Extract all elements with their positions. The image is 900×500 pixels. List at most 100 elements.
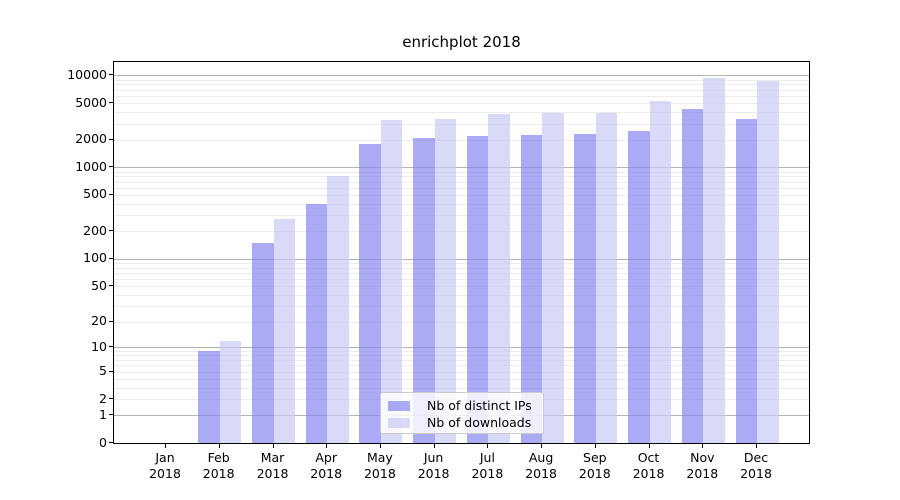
- gridline-minor: [114, 365, 809, 367]
- y-tick-mark: [109, 320, 113, 322]
- gridline-major: [114, 75, 809, 77]
- y-tick-label: 2000: [75, 131, 107, 147]
- y-tick-mark: [109, 230, 113, 232]
- bar-may-downloads: [380, 120, 403, 443]
- gridline-minor: [114, 84, 809, 86]
- x-axis: Jan 2018 Feb 2018 Mar 2018 Apr 2018 May 2018…: [113, 450, 810, 490]
- bar-nov-distinct-ips: [681, 108, 704, 443]
- gridline-minor: [114, 103, 809, 105]
- bar-sep-downloads: [595, 112, 618, 443]
- gridline-minor: [114, 79, 809, 81]
- bar-oct-distinct-ips: [628, 130, 650, 443]
- gridline-minor: [114, 321, 809, 323]
- gridline-minor: [114, 351, 809, 353]
- gridline-minor: [114, 123, 809, 125]
- bar-jul-distinct-ips: [466, 136, 489, 443]
- bar-aug-downloads: [542, 113, 564, 443]
- bar-apr-distinct-ips: [305, 203, 328, 443]
- x-tick-mark: [702, 444, 704, 448]
- y-tick-label: 20: [91, 313, 107, 328]
- bar-feb-downloads: [219, 340, 242, 443]
- gridline-minor: [114, 194, 809, 196]
- x-tick-label-nov: Nov 2018: [686, 450, 719, 481]
- y-tick-label: 1000: [75, 158, 107, 174]
- legend-item-downloads: Nb of downloads: [388, 414, 536, 431]
- legend-swatch-distinct-ips-icon: [388, 400, 410, 411]
- y-tick-mark: [109, 257, 113, 259]
- x-axis-ticks: [113, 444, 810, 449]
- x-tick-mark: [541, 444, 543, 448]
- gridline-minor: [114, 294, 809, 296]
- x-tick-mark: [379, 444, 381, 448]
- x-tick-label-mar: Mar 2018: [256, 450, 289, 481]
- bar-aug-distinct-ips: [520, 134, 543, 443]
- gridline-major: [114, 347, 809, 349]
- x-tick-mark: [165, 444, 166, 448]
- x-tick-mark: [272, 444, 274, 448]
- y-tick-mark: [109, 398, 113, 400]
- gridline-minor: [114, 371, 809, 373]
- x-tick-label-apr: Apr 2018: [310, 450, 343, 481]
- gridline-minor: [114, 139, 809, 141]
- bar-mar-distinct-ips: [252, 242, 274, 443]
- gridline-minor: [114, 355, 809, 357]
- plot-area: [113, 61, 810, 444]
- gridline-minor: [114, 112, 809, 113]
- x-tick-mark: [648, 444, 650, 448]
- y-tick-mark: [109, 138, 113, 140]
- bar-dec-downloads: [757, 80, 779, 443]
- y-tick-mark: [109, 193, 113, 195]
- x-tick-label-feb: Feb 2018: [202, 450, 235, 481]
- gridline-minor: [114, 378, 809, 380]
- x-tick-label-may: May 2018: [363, 450, 396, 481]
- bar-sep-distinct-ips: [574, 133, 596, 443]
- gridline-major: [114, 258, 809, 260]
- bar-jun-downloads: [434, 118, 457, 443]
- y-tick-label: 5000: [75, 94, 107, 110]
- y-tick-label: 10000: [67, 66, 107, 82]
- y-tick-label: 1: [99, 406, 107, 422]
- legend-label-downloads: Nb of downloads: [427, 414, 532, 430]
- y-tick-mark: [109, 442, 113, 443]
- y-tick-mark: [109, 166, 113, 168]
- x-tick-mark: [218, 444, 220, 448]
- x-tick-label-sep: Sep 2018: [578, 450, 611, 481]
- y-axis: 0 1 2 5 10 20 50 100 200 500 1000 2000 5000 10000: [0, 61, 107, 450]
- gridline-minor: [114, 231, 809, 233]
- x-tick-label-oct: Oct 2018: [632, 450, 665, 481]
- y-tick-mark: [109, 102, 113, 104]
- x-tick-mark: [594, 444, 596, 448]
- gridline-minor: [114, 89, 809, 91]
- chart-title: enrichplot 2018: [402, 33, 521, 51]
- y-tick-label: 200: [83, 222, 107, 238]
- bar-oct-downloads: [649, 100, 671, 443]
- y-tick-mark: [109, 370, 113, 372]
- y-tick-label: 5: [99, 363, 107, 378]
- gridline-minor: [114, 306, 809, 307]
- x-tick-label-jan: Jan 2018: [149, 450, 181, 481]
- gridline-minor: [114, 278, 809, 280]
- gridline-minor: [114, 215, 809, 217]
- bar-mar-downloads: [273, 219, 295, 443]
- bar-apr-downloads: [327, 176, 349, 443]
- x-tick-label-dec: Dec 2018: [740, 450, 772, 481]
- bar-jul-downloads: [488, 114, 510, 443]
- gridline-minor: [114, 203, 809, 205]
- gridline-minor: [114, 95, 809, 97]
- x-tick-mark: [756, 444, 757, 448]
- y-tick-label: 100: [83, 250, 107, 266]
- y-tick-mark: [109, 74, 113, 76]
- gridline-minor: [114, 272, 809, 274]
- gridline-minor: [114, 181, 809, 183]
- bar-jun-distinct-ips: [413, 138, 435, 443]
- gridline-minor: [114, 171, 809, 173]
- gridline-minor: [114, 176, 809, 178]
- legend-item-distinct-ips: Nb of distinct IPs: [388, 397, 536, 414]
- bar-nov-downloads: [703, 78, 725, 443]
- x-tick-mark: [487, 444, 489, 448]
- x-tick-label-jun: Jun 2018: [417, 450, 450, 481]
- gridline-minor: [114, 267, 809, 269]
- gridline-minor: [114, 360, 809, 361]
- bar-may-distinct-ips: [359, 143, 381, 443]
